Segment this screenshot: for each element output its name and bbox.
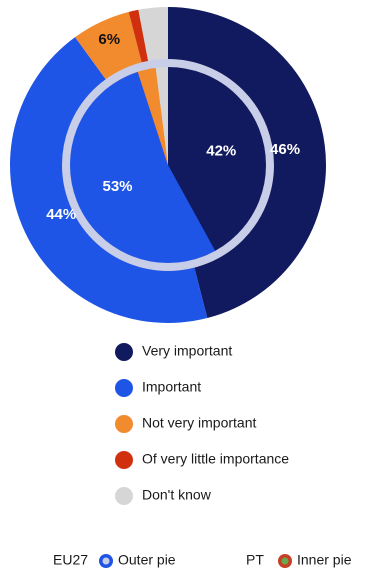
outer-pie-icon-center xyxy=(102,557,110,565)
legend-marker-4 xyxy=(115,487,133,505)
legend-label-4: Don't know xyxy=(142,487,212,503)
inner-pie-icon-center xyxy=(281,557,289,565)
outer-pie-label-0: 46% xyxy=(270,141,300,158)
outer-pie-label-2: 6% xyxy=(98,31,120,48)
outer-pie-label-1: 44% xyxy=(46,206,76,223)
inner-pie-slice-1 xyxy=(69,71,216,263)
legend-label-3: Of very little importance xyxy=(142,451,289,467)
legend-marker-1 xyxy=(115,379,133,397)
legend-label-0: Very important xyxy=(142,343,232,359)
inner-pie-ring xyxy=(62,59,274,271)
inner-pie-slice-4 xyxy=(155,67,168,165)
footnote-eu27-suffix: Outer pie xyxy=(118,552,176,568)
legend-marker-2 xyxy=(115,415,133,433)
legend-marker-0 xyxy=(115,343,133,361)
inner-pie-slice-2 xyxy=(137,67,168,165)
inner-pie-label-1: 53% xyxy=(103,178,133,195)
footnote-eu27-label: EU27 xyxy=(53,552,88,568)
footnote-pt-suffix: Inner pie xyxy=(297,552,352,568)
inner-pie-label-0: 42% xyxy=(206,142,236,159)
legend-marker-3 xyxy=(115,451,133,469)
inner-pie-slice-0 xyxy=(168,67,266,251)
legend-label-2: Not very important xyxy=(142,415,256,431)
legend-label-1: Important xyxy=(142,379,201,395)
footnote-pt-label: PT xyxy=(246,552,264,568)
